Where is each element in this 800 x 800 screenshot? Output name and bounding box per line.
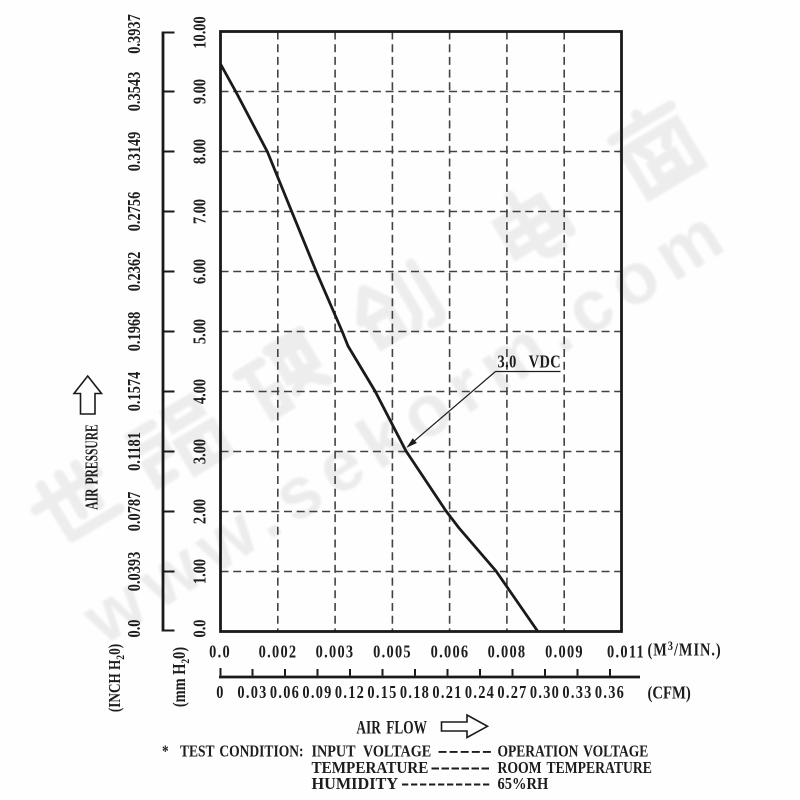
svg-text:*: * <box>162 743 169 761</box>
svg-text:AIR PRESSURE: AIR PRESSURE <box>83 424 102 509</box>
svg-text:0.15: 0.15 <box>367 681 397 702</box>
svg-text:0.2756: 0.2756 <box>123 192 144 232</box>
svg-text:0.12: 0.12 <box>335 681 365 702</box>
svg-text:0: 0 <box>216 681 224 702</box>
svg-text:5.00: 5.00 <box>189 319 210 344</box>
svg-text:0.3543: 0.3543 <box>123 72 144 112</box>
svg-text:AIR FLOW: AIR FLOW <box>356 718 427 738</box>
svg-text:0.3937: 0.3937 <box>123 14 144 54</box>
svg-text:65%RH: 65%RH <box>498 775 549 793</box>
svg-text:0.1968: 0.1968 <box>123 312 144 352</box>
svg-text:0.0: 0.0 <box>189 620 210 638</box>
svg-text:HUMIDITY: HUMIDITY <box>312 774 399 793</box>
svg-text:0.3149: 0.3149 <box>123 132 144 172</box>
svg-text:TEST CONDITION:: TEST CONDITION: <box>180 743 303 760</box>
svg-text:0.006: 0.006 <box>431 641 470 662</box>
svg-text:1.00: 1.00 <box>189 559 210 584</box>
svg-text:0.0: 0.0 <box>209 641 231 662</box>
svg-text:0.30: 0.30 <box>530 681 560 702</box>
svg-text:0.06: 0.06 <box>270 681 300 702</box>
svg-text:4.00: 4.00 <box>189 379 210 404</box>
svg-text:3.0 VDC: 3.0 VDC <box>498 351 562 372</box>
svg-text:0.002: 0.002 <box>259 641 298 662</box>
svg-text:0.0787: 0.0787 <box>123 492 144 532</box>
svg-text:(M3/MIN.): (M3/MIN.) <box>648 639 722 660</box>
svg-text:0.36: 0.36 <box>595 681 625 702</box>
svg-text:OPERATION VOLTAGE: OPERATION VOLTAGE <box>498 743 649 760</box>
svg-text:0.0: 0.0 <box>123 620 144 638</box>
svg-text:(mm H20): (mm H20) <box>168 647 192 707</box>
svg-text:0.008: 0.008 <box>488 641 527 662</box>
svg-text:0.003: 0.003 <box>316 641 355 662</box>
svg-text:8.00: 8.00 <box>189 139 210 164</box>
svg-text:0.21: 0.21 <box>432 681 462 702</box>
svg-text:(CFM): (CFM) <box>648 684 691 702</box>
svg-text:0.2362: 0.2362 <box>123 252 144 292</box>
svg-text:0.03: 0.03 <box>237 681 267 702</box>
svg-text:0.18: 0.18 <box>400 681 430 702</box>
svg-text:0.005: 0.005 <box>373 641 412 662</box>
svg-text:TEMPERATURE: TEMPERATURE <box>312 759 429 777</box>
svg-text:0.24: 0.24 <box>465 681 495 702</box>
svg-text:0.1574: 0.1574 <box>123 372 144 412</box>
svg-text:6.00: 6.00 <box>189 259 210 284</box>
svg-text:0.33: 0.33 <box>562 681 592 702</box>
svg-text:0.009: 0.009 <box>545 641 584 662</box>
svg-text:INPUT VOLTAGE: INPUT VOLTAGE <box>312 742 432 760</box>
svg-text:0.09: 0.09 <box>302 681 332 702</box>
svg-text:10.00: 10.00 <box>189 16 210 48</box>
svg-text:0.0393: 0.0393 <box>123 552 144 592</box>
svg-text:0.27: 0.27 <box>497 681 527 702</box>
svg-text:9.00: 9.00 <box>189 79 210 104</box>
svg-text:3.00: 3.00 <box>189 439 210 464</box>
svg-text:0.011: 0.011 <box>607 641 645 662</box>
svg-text:2.00: 2.00 <box>189 499 210 524</box>
svg-text:(INCH H20): (INCH H20) <box>107 644 128 712</box>
svg-text:7.00: 7.00 <box>189 199 210 224</box>
svg-text:ROOM TEMPERATURE: ROOM TEMPERATURE <box>498 759 652 777</box>
svg-text:0.1181: 0.1181 <box>123 432 144 471</box>
